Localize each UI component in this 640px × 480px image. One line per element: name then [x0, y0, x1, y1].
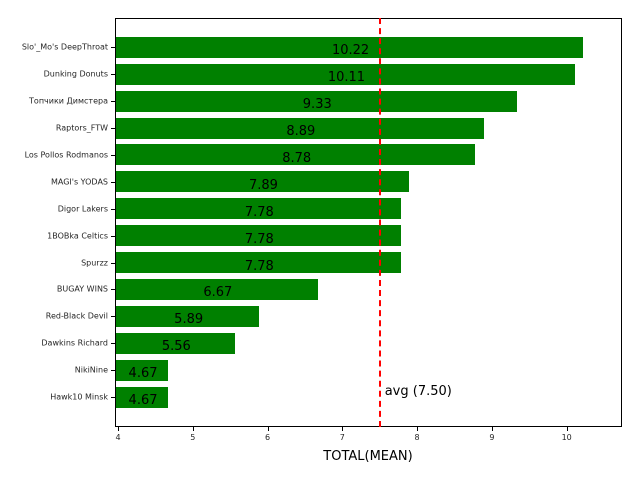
- plot-area: [115, 18, 622, 427]
- bar-value-label: 6.67: [203, 285, 233, 301]
- bar-value-label: 4.67: [128, 393, 158, 408]
- bar-value-label: 9.33: [302, 97, 332, 113]
- bar: [116, 278, 318, 300]
- average-label: avg (7.50): [384, 384, 452, 399]
- y-tick-label: MAGI's YODAS: [50, 177, 108, 187]
- bar: [116, 90, 517, 112]
- bar-value-label: 5.89: [174, 312, 204, 328]
- bar: [116, 144, 476, 166]
- y-tick-mark: [111, 397, 115, 398]
- bar-value-label: 4.67: [128, 366, 158, 382]
- y-tick-mark: [111, 209, 115, 210]
- y-tick-label: 1BOBka Celtics: [47, 231, 108, 241]
- y-tick-label: Red-Black Devil: [45, 311, 108, 321]
- bar: [116, 225, 401, 247]
- bar: [116, 198, 401, 220]
- x-tick-label: 7: [339, 433, 345, 442]
- x-tick-mark: [567, 427, 568, 431]
- y-tick-mark: [111, 289, 115, 290]
- y-tick-mark: [111, 47, 115, 48]
- x-tick-label: 6: [265, 433, 271, 442]
- bar: [116, 359, 169, 381]
- y-tick-label: Raptors_FTW: [55, 123, 108, 133]
- bar: [116, 386, 169, 408]
- bar-value-label: 8.78: [282, 150, 312, 166]
- y-tick-label: Топчики Димстера: [29, 96, 108, 106]
- y-tick-label: Spurzz: [81, 258, 108, 267]
- bar: [116, 63, 575, 85]
- x-tick-label: 8: [414, 433, 420, 442]
- bar-value-label: 10.22: [331, 43, 370, 59]
- x-tick-label: 9: [489, 433, 495, 442]
- bar: [116, 36, 584, 58]
- y-tick-mark: [111, 155, 115, 156]
- bar-value-label: 7.78: [244, 231, 274, 247]
- average-reference-line: [378, 18, 381, 427]
- x-tick-label: 10: [561, 433, 572, 442]
- bar: [116, 252, 401, 273]
- x-tick-mark: [118, 427, 119, 431]
- bar-value-label: 7.78: [244, 258, 274, 274]
- y-tick-mark: [111, 101, 115, 102]
- y-tick-mark: [111, 182, 115, 183]
- bar-value-label: 5.56: [161, 339, 191, 355]
- y-tick-label: Dawkins Richard: [41, 338, 108, 348]
- x-tick-label: 5: [190, 433, 196, 442]
- y-tick-mark: [111, 316, 115, 317]
- y-tick-label: Los Pollos Rodmanos: [24, 150, 108, 160]
- x-tick-mark: [417, 427, 418, 431]
- y-tick-label: BUGAY WINS: [56, 284, 108, 294]
- y-tick-mark: [111, 263, 115, 264]
- x-axis-title: TOTAL(MEAN): [323, 449, 413, 464]
- x-tick-mark: [193, 427, 194, 431]
- y-tick-label: Hawk10 Minsk: [50, 392, 108, 402]
- x-tick-mark: [342, 427, 343, 431]
- bar-value-label: 7.89: [248, 177, 278, 193]
- bar: [116, 171, 409, 193]
- bar-value-label: 8.89: [286, 124, 316, 139]
- y-tick-label: Slo'_Mo's DeepThroat: [21, 42, 108, 52]
- bar-value-label: 7.78: [244, 204, 274, 220]
- bar: [116, 305, 260, 327]
- bar-value-label: 10.11: [327, 70, 366, 86]
- bar: [116, 332, 235, 354]
- bar: [116, 117, 484, 139]
- y-tick-mark: [111, 74, 115, 75]
- x-tick-mark: [268, 427, 269, 431]
- x-tick-label: 4: [115, 433, 121, 442]
- y-tick-mark: [111, 343, 115, 344]
- y-tick-mark: [111, 370, 115, 371]
- x-tick-mark: [492, 427, 493, 431]
- y-tick-mark: [111, 128, 115, 129]
- y-tick-label: Digor Lakers: [57, 204, 108, 214]
- y-tick-label: Dunking Donuts: [43, 69, 108, 79]
- y-tick-label: NikiNine: [74, 365, 108, 375]
- y-tick-mark: [111, 236, 115, 237]
